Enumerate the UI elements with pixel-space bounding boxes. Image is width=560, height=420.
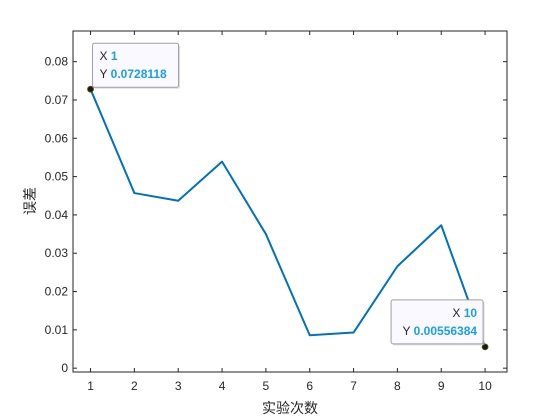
axis-ticks: 1 2 3 4 5 6 7 8 9 10 0 0.01 0.02 0.03 0.04 0.05 0.06 0.07… xyxy=(45,31,507,393)
data-point xyxy=(352,331,355,334)
y-tick-label: 0.05 xyxy=(45,170,69,184)
data-point xyxy=(440,224,443,227)
datatip-marker xyxy=(87,85,94,93)
datatip-box xyxy=(390,299,484,345)
datatip-key: X xyxy=(452,306,460,320)
x-tick-label: 2 xyxy=(131,379,138,393)
datatip-key: Y xyxy=(100,67,108,81)
x-tick-label: 7 xyxy=(350,379,357,393)
y-tick-label: 0.07 xyxy=(45,93,69,107)
datatip-key: Y xyxy=(403,324,411,338)
datatip-row: X 1 xyxy=(100,49,118,63)
datatip-box xyxy=(92,42,180,88)
axes-box xyxy=(72,30,508,373)
x-tick-label: 8 xyxy=(394,379,401,393)
y-tick-label: 0.04 xyxy=(45,208,69,222)
x-tick-label: 1 xyxy=(87,379,94,393)
y-axis-label: 误差 xyxy=(23,187,39,215)
data-point xyxy=(221,160,223,163)
data-point xyxy=(396,265,399,268)
datatip: X 1Y 0.0728118 xyxy=(87,42,181,93)
data-point xyxy=(177,199,180,202)
datatip-value: 10 xyxy=(464,306,478,320)
y-tick-label: 0.06 xyxy=(45,131,69,145)
y-tick-label: 0 xyxy=(61,361,68,375)
x-tick-label: 4 xyxy=(219,379,226,393)
y-tick-label: 0.01 xyxy=(45,323,69,337)
datatip-row: X 10 xyxy=(452,306,477,320)
y-tick-label: 0.03 xyxy=(45,246,69,260)
y-tick-label: 0.02 xyxy=(45,285,69,299)
series-line xyxy=(89,88,487,348)
x-axis-label: 实验次数 xyxy=(262,401,318,417)
datatip: X 10 Y 0.00556384 xyxy=(390,299,489,351)
data-point xyxy=(308,334,311,337)
x-tick-label: 5 xyxy=(263,379,270,393)
x-tick-label: 10 xyxy=(478,379,492,393)
datatip-value: 1 xyxy=(111,49,118,63)
y-tick-label: 0.08 xyxy=(45,55,69,69)
data-point xyxy=(133,192,136,194)
datatip-value: 0.00556384 xyxy=(414,324,478,338)
x-tick-label: 9 xyxy=(438,379,445,393)
datatip-key: X xyxy=(100,49,108,63)
data-point xyxy=(265,233,267,235)
datatip-row: Y 0.00556384 xyxy=(403,324,478,338)
datatip-value: 0.0728118 xyxy=(111,67,167,81)
datatip-row: Y 0.0728118 xyxy=(100,67,168,81)
datatip-marker xyxy=(481,343,489,351)
x-tick-label: 3 xyxy=(175,379,182,393)
x-tick-label: 6 xyxy=(306,379,313,393)
